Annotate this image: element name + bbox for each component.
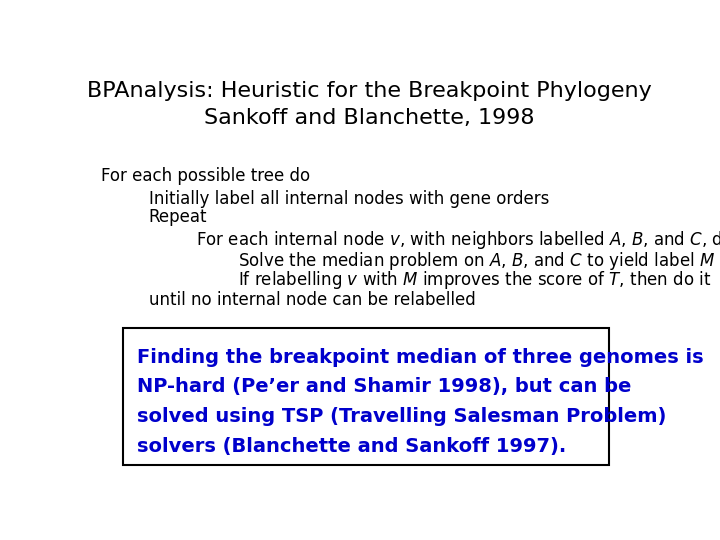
Text: Initially label all internal nodes with gene orders: Initially label all internal nodes with … <box>148 190 549 207</box>
Text: until no internal node can be relabelled: until no internal node can be relabelled <box>148 292 475 309</box>
Text: NP-hard (Pe’er and Shamir 1998), but can be: NP-hard (Pe’er and Shamir 1998), but can… <box>138 377 632 396</box>
Text: Finding the breakpoint median of three genomes is: Finding the breakpoint median of three g… <box>138 348 704 367</box>
Text: For each possible tree do: For each possible tree do <box>101 167 310 185</box>
Text: BPAnalysis: Heuristic for the Breakpoint Phylogeny: BPAnalysis: Heuristic for the Breakpoint… <box>86 82 652 102</box>
Text: If relabelling $v$ with $M$ improves the score of $T$, then do it: If relabelling $v$ with $M$ improves the… <box>238 269 711 292</box>
Text: For each internal node $v$, with neighbors labelled $A$, $B$, and $C$, do: For each internal node $v$, with neighbo… <box>196 229 720 251</box>
Bar <box>124 328 609 465</box>
Text: Solve the median problem on $A$, $B$, and $C$ to yield label $M$: Solve the median problem on $A$, $B$, an… <box>238 250 715 272</box>
Text: solved using TSP (Travelling Salesman Problem): solved using TSP (Travelling Salesman Pr… <box>138 407 667 427</box>
Text: solvers (Blanchette and Sankoff 1997).: solvers (Blanchette and Sankoff 1997). <box>138 437 567 456</box>
Text: Sankoff and Blanchette, 1998: Sankoff and Blanchette, 1998 <box>204 109 534 129</box>
Text: Repeat: Repeat <box>148 208 207 226</box>
